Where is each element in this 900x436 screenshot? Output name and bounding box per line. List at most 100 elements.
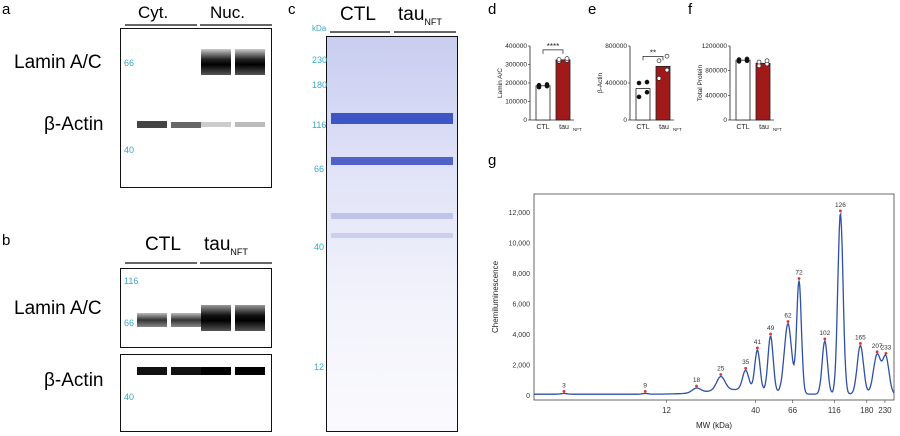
actin-band-tau-1: [201, 367, 231, 375]
peak-label-49: 49: [767, 325, 775, 332]
x-label-nft-sub: NFT: [773, 127, 782, 132]
panel-c-nft-sub: NFT: [424, 16, 442, 27]
peak-marker-126: [839, 209, 842, 213]
data-point: [664, 67, 670, 73]
y-axis-label: Chemiluminescence: [491, 260, 500, 333]
y-tick-label: 200000: [505, 80, 527, 87]
peak-label-41: 41: [754, 339, 762, 346]
data-point: [564, 56, 570, 61]
data-point: [656, 76, 662, 81]
peak-marker-233: [884, 351, 888, 355]
gel-band-faint-2: [331, 233, 453, 238]
data-point: [656, 58, 662, 64]
data-point: [556, 57, 562, 62]
peak-label-62: 62: [784, 313, 792, 320]
peak-label-35: 35: [742, 359, 750, 366]
peak-marker-9: [643, 389, 647, 393]
peak-marker-49: [769, 332, 772, 336]
bar-tauNFT: [755, 62, 771, 121]
peak-marker-25: [719, 373, 723, 376]
panel-c-label: c: [288, 1, 296, 18]
panel-d-label: d: [488, 1, 497, 18]
peak-marker-207: [875, 350, 879, 354]
peak-label-25: 25: [717, 365, 725, 372]
y-tick-label: 100000: [505, 99, 527, 106]
lamin-band-ctl-1: [137, 313, 167, 327]
gel-band-faint-1: [331, 213, 453, 219]
peak-marker-102: [823, 337, 827, 341]
panel-g-label: g: [488, 152, 497, 169]
panel-c-tau-text: tau: [398, 4, 425, 25]
panel-c-gel: [326, 36, 458, 432]
lamin-band-tau-1: [201, 305, 231, 331]
panel-d-chart: 400000 300000 200000 100000 0 Lamin A/C CTL tau…: [497, 42, 582, 132]
panel-b-group-line-ctl: [125, 262, 197, 264]
peak-label-233: 233: [880, 344, 891, 351]
panel-b-blot-actin: [120, 354, 272, 432]
y-tick-label: 4,000: [512, 332, 530, 339]
data-point: [644, 79, 650, 85]
peak-label-9: 9: [643, 382, 647, 389]
actin-band-cyt-1: [137, 121, 167, 128]
panel-b-blot-lamin: [120, 268, 272, 348]
panel-b-group-ctl: CTL: [145, 234, 181, 255]
actin-band-ctl-1: [137, 367, 167, 375]
y-tick-label: 1200000: [702, 43, 728, 50]
sig-bracket: [642, 56, 664, 61]
panel-b-row-lamin: Lamin A/C: [14, 298, 102, 319]
lamin-band-nuc-2: [235, 49, 265, 75]
plot-frame: [533, 193, 895, 401]
peak-label-165: 165: [855, 334, 866, 341]
panel-c-group-ctl: CTL: [340, 4, 376, 25]
sig-bracket: [542, 49, 564, 54]
panel-b-group-line-tau: [200, 262, 272, 264]
panel-a-row-lamin: Lamin A/C: [14, 52, 102, 73]
panel-c-kda: kDa: [312, 24, 327, 33]
panel-a-group-cyt: Cyt.: [138, 3, 169, 22]
panel-a-mw-66: 66: [124, 58, 135, 68]
y-tick-label: 400000: [505, 43, 527, 50]
x-tick-label: 116: [828, 406, 841, 415]
peak-label-3: 3: [562, 382, 566, 389]
x-label-nft-sub: NFT: [573, 127, 582, 132]
panel-c-mw-40: 40: [314, 242, 325, 252]
panel-a-row-actin: β-Actin: [44, 114, 104, 135]
panel-a-group-line-nuc: [200, 24, 272, 26]
panel-a-group-nuc: Nuc.: [210, 3, 245, 22]
x-axis-label: MW (kDa): [696, 421, 732, 430]
actin-band-ctl-2: [171, 367, 201, 375]
x-label-nft-sub: NFT: [673, 127, 682, 132]
gel-band-116: [331, 113, 453, 124]
y-tick-label: 400000: [605, 80, 627, 87]
data-point: [636, 80, 642, 86]
panel-b-group-tau: tauNFT: [204, 234, 248, 257]
x-label-ctl: CTL: [536, 124, 549, 131]
peak-label-207: 207: [872, 343, 883, 350]
panel-c-group-tau: tauNFT: [398, 4, 442, 27]
gel-band-66: [331, 157, 453, 165]
x-tick-label: 12: [662, 406, 671, 415]
data-point: [644, 89, 650, 95]
data-point: [536, 82, 542, 88]
data-point: [764, 58, 770, 64]
data-point: [736, 57, 742, 62]
bar-CTL: [735, 59, 751, 121]
actin-band-tau-2: [235, 367, 265, 375]
bar-tauNFT: [555, 59, 571, 121]
bar-tauNFT: [655, 65, 671, 121]
y-tick-label: 0: [623, 117, 627, 124]
panel-a-label: a: [2, 1, 11, 18]
panel-b-mw-66: 66: [124, 318, 135, 328]
y-tick-label: 800000: [705, 68, 727, 75]
x-tick-label: 66: [788, 406, 797, 415]
x-label-tau: tau: [559, 124, 569, 131]
y-tick-label: 300000: [505, 62, 527, 69]
y-tick-label: 0: [523, 117, 527, 124]
peak-label-102: 102: [819, 330, 830, 337]
panel-e-label: e: [588, 1, 597, 18]
panel-c-group-line-tau: [394, 31, 456, 33]
y-axis-label: β-Actin: [597, 72, 604, 93]
panel-c-group-line-ctl: [330, 31, 390, 33]
x-tick-label: 180: [860, 406, 874, 415]
panel-a-blot: [120, 28, 272, 188]
